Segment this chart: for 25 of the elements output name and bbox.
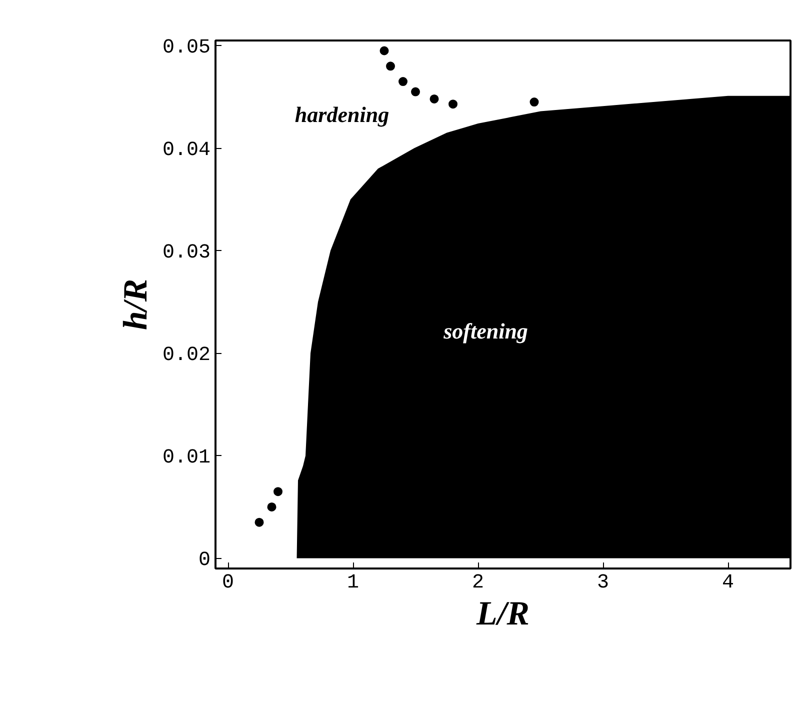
x-tick-label: 4 xyxy=(722,572,734,594)
y-axis-title: h/R xyxy=(117,278,154,330)
y-tick-label: 0.04 xyxy=(162,139,211,162)
point xyxy=(398,77,408,86)
y-tick-label: 0.01 xyxy=(162,446,211,470)
annotation: hardening xyxy=(294,102,390,127)
point xyxy=(430,94,439,104)
point xyxy=(530,98,539,107)
x-tick-label: 3 xyxy=(597,572,610,594)
point xyxy=(267,502,276,512)
x-tick-label: 2 xyxy=(472,572,484,594)
y-tick-label: 0.05 xyxy=(162,36,211,60)
y-tick-label: 0.02 xyxy=(162,344,211,368)
x-tick-label: 1 xyxy=(347,572,360,594)
x-tick-label: 0 xyxy=(222,572,234,594)
y-tick-label: 0.03 xyxy=(162,242,211,265)
point xyxy=(386,62,395,71)
point xyxy=(448,100,458,109)
annotation: softening xyxy=(442,318,528,344)
point xyxy=(254,518,264,527)
y-tick-label: 0 xyxy=(198,549,211,572)
x-axis-title: L/R xyxy=(476,596,530,632)
point xyxy=(274,487,282,496)
point xyxy=(380,46,389,56)
point xyxy=(411,87,420,96)
